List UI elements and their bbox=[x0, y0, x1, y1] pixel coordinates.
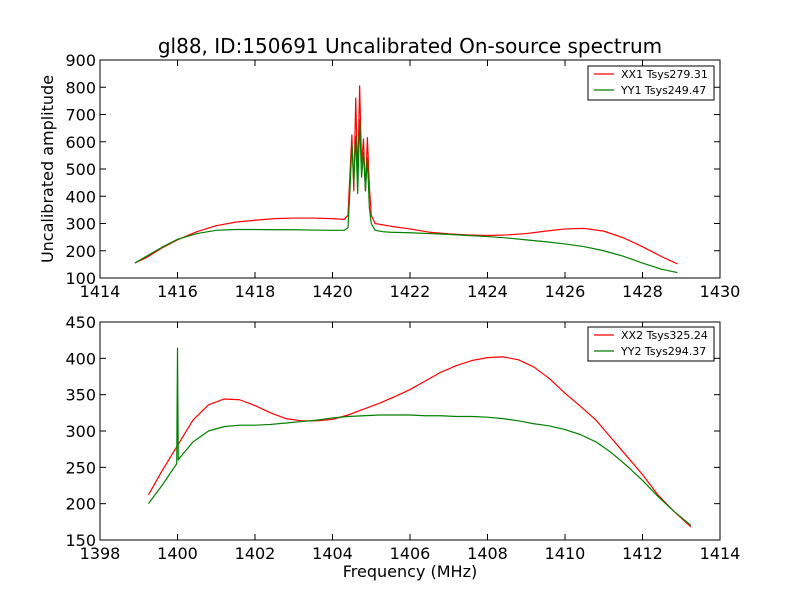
top-x-tick-label: 1418 bbox=[235, 282, 276, 301]
top-y-tick-label: 700 bbox=[65, 106, 96, 125]
bottom-series-xx2-line bbox=[147, 356, 692, 528]
bottom-ticks-layer: 1398 1400 1402 1404 1406 1408 1410 1412 1414 150 2… bbox=[65, 313, 740, 563]
bottom-legend: XX2 Tsys325.24 YY2 Tsys294.37 bbox=[587, 326, 715, 362]
top-y-tick-label: 600 bbox=[65, 133, 96, 152]
bottom-x-tick-label: 1408 bbox=[467, 544, 508, 563]
bottom-x-axis-label: Frequency (MHz) bbox=[343, 562, 477, 581]
bottom-x-tick-label: 1400 bbox=[157, 544, 198, 563]
bottom-legend-label-xx2: XX2 Tsys325.24 bbox=[621, 329, 708, 342]
top-y-tick-label: 500 bbox=[65, 160, 96, 179]
bottom-x-tick-label: 1398 bbox=[80, 544, 121, 563]
bottom-y-tick-label: 150 bbox=[65, 531, 96, 550]
top-x-tick-label: 1424 bbox=[467, 282, 508, 301]
top-x-tick-label: 1414 bbox=[80, 282, 121, 301]
bottom-x-tick-label: 1412 bbox=[622, 544, 663, 563]
top-subplot: gl88, ID:150691 Uncalibrated On-source s… bbox=[38, 34, 740, 301]
bottom-y-tick-label: 200 bbox=[65, 495, 96, 514]
top-y-tick-label: 800 bbox=[65, 78, 96, 97]
bottom-y-tick-label: 300 bbox=[65, 422, 96, 441]
bottom-x-tick-label: 1410 bbox=[545, 544, 586, 563]
bottom-y-tick-label: 250 bbox=[65, 458, 96, 477]
top-legend-label-yy1: YY1 Tsys249.47 bbox=[620, 84, 706, 97]
bottom-x-tick-label: 1406 bbox=[390, 544, 431, 563]
bottom-x-tick-label: 1414 bbox=[700, 544, 741, 563]
bottom-y-tick-label: 400 bbox=[65, 349, 96, 368]
top-x-tick-label: 1428 bbox=[622, 282, 663, 301]
top-y-tick-label: 300 bbox=[65, 215, 96, 234]
top-legend-label-xx1: XX1 Tsys279.31 bbox=[621, 68, 708, 81]
bottom-legend-box bbox=[587, 326, 715, 362]
bottom-subplot: Frequency (MHz) 1398 1400 1402 1404 1406 1408… bbox=[65, 313, 740, 581]
top-x-tick-label: 1416 bbox=[157, 282, 198, 301]
top-y-tick-label: 400 bbox=[65, 187, 96, 206]
bottom-series-yy2-line bbox=[147, 347, 692, 526]
top-y-tick-label: 900 bbox=[65, 51, 96, 70]
bottom-series-layer bbox=[147, 347, 692, 528]
bottom-x-tick-label: 1402 bbox=[235, 544, 276, 563]
top-y-tick-label: 100 bbox=[65, 269, 96, 288]
top-y-tick-label: 200 bbox=[65, 242, 96, 261]
bottom-legend-label-yy2: YY2 Tsys294.37 bbox=[620, 345, 706, 358]
bottom-y-tick-label: 350 bbox=[65, 386, 96, 405]
top-legend: XX1 Tsys279.31 YY1 Tsys249.47 bbox=[587, 65, 715, 101]
top-series-yy1-line bbox=[134, 119, 678, 274]
top-y-axis-label: Uncalibrated amplitude bbox=[38, 75, 57, 263]
top-x-tick-label: 1426 bbox=[545, 282, 586, 301]
top-x-tick-label: 1430 bbox=[700, 282, 741, 301]
top-series-layer bbox=[134, 85, 678, 274]
top-ticks-layer: 1414 1416 1418 1420 1422 1424 1426 1428 1430 100 2… bbox=[65, 51, 740, 301]
top-x-tick-label: 1422 bbox=[390, 282, 431, 301]
bottom-x-tick-label: 1404 bbox=[312, 544, 353, 563]
top-x-tick-label: 1420 bbox=[312, 282, 353, 301]
top-chart-title: gl88, ID:150691 Uncalibrated On-source s… bbox=[158, 34, 662, 58]
bottom-y-tick-label: 450 bbox=[65, 313, 96, 332]
top-legend-box bbox=[587, 65, 715, 101]
